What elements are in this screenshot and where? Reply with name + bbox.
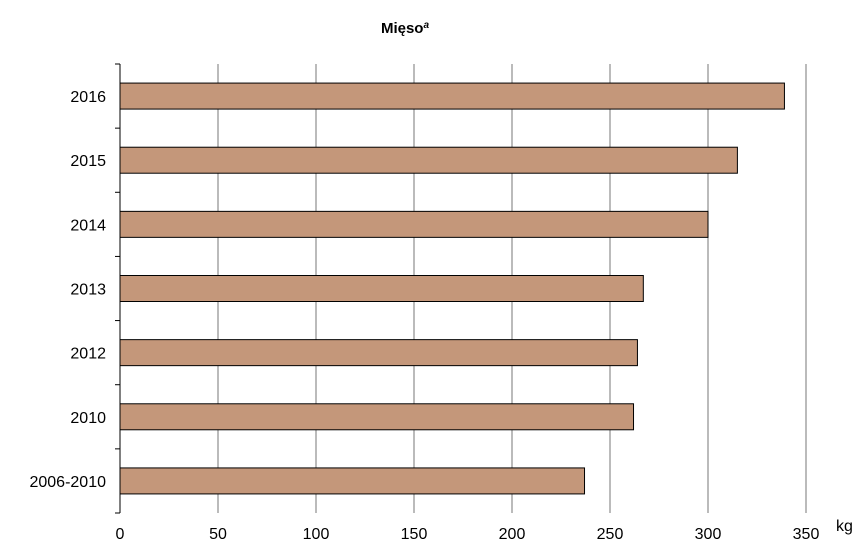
y-tick-label: 2006-2010 [29,474,106,491]
title-superscript: a [423,20,429,31]
y-tick-label: 2014 [70,217,106,234]
x-axis-unit-label: kg [836,518,853,535]
x-tick-label: 300 [695,526,722,543]
x-tick-label: 200 [499,526,526,543]
tick-labels: 0 50 100 150 200 250 300 350 2016 2015 2014 2013 201… [29,89,819,543]
x-tick-label: 100 [303,526,330,543]
chart-title: Mięsoa [381,20,430,37]
y-tick-label: 2012 [70,346,106,363]
x-tick-label: 0 [116,526,125,543]
x-tick-label: 150 [401,526,428,543]
bars [119,82,785,495]
x-tick-label: 50 [209,526,227,543]
bar [119,210,709,238]
y-tick-label: 2016 [70,89,106,106]
bar [119,339,638,367]
bar [119,82,785,110]
bar [119,403,635,431]
x-tick-label: 350 [793,526,820,543]
bar [119,275,644,302]
y-tick-label: 2013 [70,282,106,299]
axes [115,63,121,514]
y-tick-label: 2015 [70,153,106,170]
bar [119,467,586,495]
x-tick-label: 250 [597,526,624,543]
y-tick-label: 2010 [70,410,106,427]
bar [119,146,738,174]
